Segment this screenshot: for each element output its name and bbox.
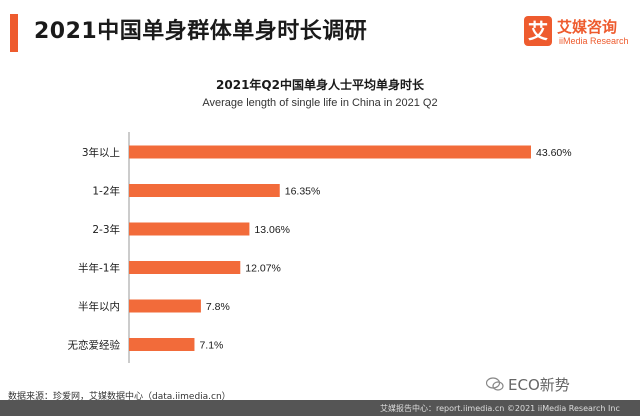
value-label: 43.60% bbox=[536, 147, 572, 159]
logo-mark-icon: 艾 bbox=[524, 16, 552, 46]
footer-text: 艾媒报告中心：report.iimedia.cn ©2021 iiMedia R… bbox=[380, 404, 620, 413]
category-label: 3年以上 bbox=[82, 146, 120, 159]
logo-english-text: iiMedia Research bbox=[559, 36, 629, 46]
bar bbox=[129, 261, 241, 274]
chart-title: 2021年Q2中国单身人士平均单身时长 bbox=[216, 78, 424, 92]
category-label: 1-2年 bbox=[92, 185, 120, 198]
value-label: 7.1% bbox=[199, 340, 223, 352]
value-label: 12.07% bbox=[245, 263, 281, 275]
category-label: 2-3年 bbox=[92, 223, 120, 236]
bar bbox=[129, 145, 531, 159]
footer-bar bbox=[0, 400, 640, 416]
logo-chinese-text: 艾媒咨询 bbox=[557, 18, 618, 36]
page-title: 2021中国单身群体单身时长调研 bbox=[34, 19, 368, 44]
category-label: 半年-1年 bbox=[78, 262, 120, 275]
value-label: 13.06% bbox=[254, 224, 290, 236]
title-accent-bar bbox=[10, 14, 18, 52]
value-label: 16.35% bbox=[285, 186, 321, 198]
iimedia-logo: 艾 艾媒咨询 iiMedia Research bbox=[524, 16, 636, 50]
bar bbox=[129, 184, 280, 197]
chart-subtitle: Average length of single life in China i… bbox=[202, 97, 438, 109]
watermark: ECO新势 bbox=[508, 376, 570, 394]
category-label: 半年以内 bbox=[78, 300, 120, 313]
bar bbox=[129, 222, 250, 236]
bar bbox=[129, 338, 195, 351]
data-source: 数据来源：珍爱网，艾媒数据中心（data.iimedia.cn） bbox=[8, 392, 231, 402]
value-label: 7.8% bbox=[206, 301, 230, 313]
category-label: 无恋爱经验 bbox=[68, 339, 121, 352]
bar bbox=[129, 299, 201, 313]
wechat-icon bbox=[486, 377, 504, 391]
